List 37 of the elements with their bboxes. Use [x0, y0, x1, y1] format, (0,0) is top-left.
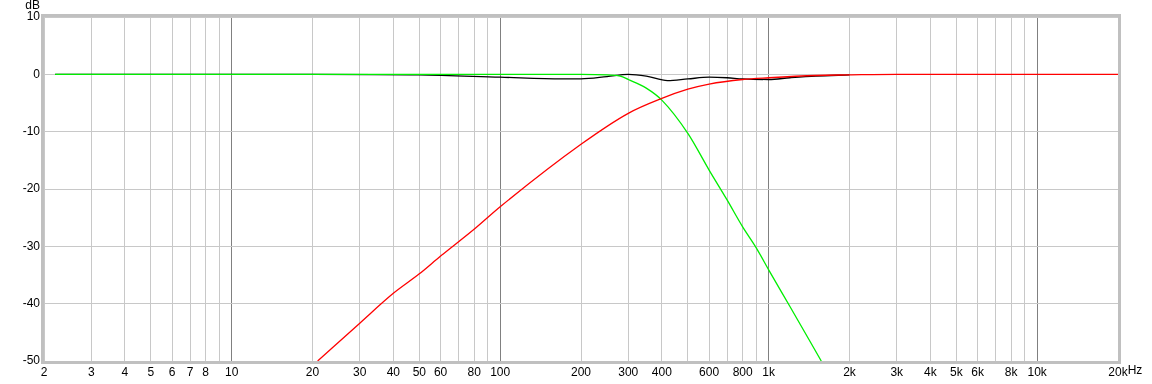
x-tick-label: 400	[651, 364, 673, 379]
x-tick-label: 20	[305, 364, 320, 379]
y-tick-label: -20	[22, 181, 41, 196]
y-tick-label: -30	[22, 238, 41, 253]
x-tick-label: 60	[433, 364, 448, 379]
x-tick-label: 50	[412, 364, 427, 379]
x-tick-label: 8k	[1004, 364, 1019, 379]
y-tick-label: -40	[22, 295, 41, 310]
x-tick-label: 5k	[950, 364, 964, 379]
x-tick-label: 6	[168, 364, 176, 379]
x-tick-label: 3k	[890, 364, 905, 379]
x-tick-label: 4	[121, 364, 129, 379]
x-tick-label: 10	[224, 364, 239, 379]
x-tick-label: 80	[467, 364, 482, 379]
x-tick-label: 300	[618, 364, 639, 379]
x-tick-label: 5	[147, 364, 155, 379]
y-tick-label: 10	[26, 9, 41, 24]
x-tick-label: 1k	[762, 364, 776, 379]
y-tick-label: -10	[22, 123, 41, 138]
x-tick-label: 8	[202, 364, 210, 379]
x-tick-label: 30	[353, 364, 367, 379]
x-tick-label: 100	[490, 364, 511, 379]
x-tick-label: 6k	[971, 364, 985, 379]
x-axis-title: Hz	[1127, 363, 1143, 378]
x-tick-label: 600	[699, 364, 720, 379]
y-tick-label: 0	[33, 66, 41, 81]
x-tick-label: 3	[87, 364, 95, 379]
x-tick-label: 2k	[843, 364, 857, 379]
x-tick-label: 2	[40, 364, 48, 379]
x-tick-label: 4k	[923, 364, 938, 379]
x-tick-label: 40	[386, 364, 401, 379]
y-tick-label: -50	[22, 353, 41, 368]
x-tick-label: 7	[186, 364, 194, 379]
x-tick-label: 800	[732, 364, 753, 379]
x-tick-label: 200	[570, 364, 592, 379]
x-tick-label: 20k	[1108, 364, 1129, 379]
x-tick-label: 10k	[1027, 364, 1048, 379]
